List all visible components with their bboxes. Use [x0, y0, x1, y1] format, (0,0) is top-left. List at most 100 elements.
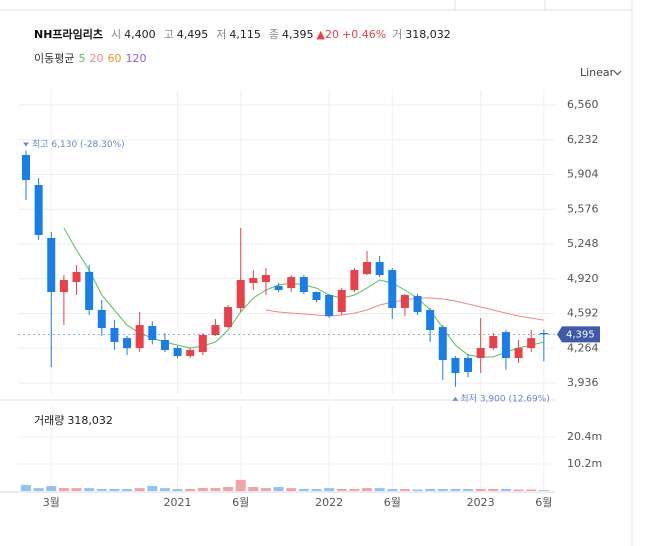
x-tick-label: 6월	[535, 496, 552, 509]
field-label: 저	[216, 28, 226, 41]
volume-bar	[260, 488, 271, 491]
y-tick-label: 4,264	[567, 341, 599, 354]
candle-body	[350, 270, 359, 290]
volume-bar	[134, 488, 145, 491]
candle-body	[72, 271, 81, 283]
volume-bar	[488, 488, 499, 491]
volume-bar	[526, 489, 537, 491]
volume-bar	[96, 488, 107, 491]
header: NH프라임리츠 시 4,400 고 4,495 저 4,115 종 4,395 ▲20 +0.46%…	[34, 27, 451, 41]
volume-bar	[273, 487, 284, 491]
x-tick-label: 2021	[164, 496, 192, 509]
volume-bar	[437, 488, 448, 491]
y-tick-label: 5,248	[567, 237, 599, 250]
candle-body	[363, 262, 372, 275]
price-tag	[557, 326, 600, 343]
min-annotation: 최저 3,900 (12.69%)	[460, 393, 549, 404]
candle-body	[85, 271, 94, 311]
volume-bar	[223, 487, 234, 491]
volume-title: 거래량 318,032	[34, 414, 113, 427]
candle-body	[274, 286, 283, 290]
candle-body	[22, 155, 30, 181]
max-marker	[23, 142, 29, 147]
volume-bar	[71, 488, 82, 491]
stock-name: NH프라임리츠	[34, 27, 103, 41]
volume-bar	[311, 488, 322, 491]
candle-body	[224, 307, 233, 328]
volume-bar	[425, 488, 436, 491]
candle-body	[59, 280, 68, 292]
candle-body	[375, 262, 384, 276]
legend-item: 120	[125, 52, 146, 65]
volume-bar	[248, 487, 259, 491]
volume-bar	[324, 488, 335, 491]
candle-body	[426, 310, 435, 331]
y-tick-label: 6,560	[567, 98, 599, 111]
candle-body	[249, 278, 258, 283]
field-label: 종	[269, 28, 279, 41]
volume-bar	[197, 488, 208, 491]
candle-body	[211, 325, 220, 336]
field-value: 4,495	[177, 28, 209, 41]
y-tick-label: 4,592	[567, 307, 599, 320]
candle-body	[539, 332, 548, 335]
volume-bar	[122, 488, 133, 491]
field-value: 4,400	[124, 28, 156, 41]
candle-body	[123, 338, 132, 349]
volume-tick-label: 20.4m	[567, 430, 602, 443]
x-tick-label: 6월	[384, 496, 401, 509]
volume-bar	[58, 488, 69, 491]
volume-bar	[387, 488, 398, 491]
candle-body	[97, 310, 106, 329]
candle-body	[160, 339, 169, 351]
field-value: 318,032	[405, 28, 451, 41]
volume-bar	[46, 485, 57, 491]
volume-bar	[84, 488, 95, 491]
scale-menu-label[interactable]: Linear	[580, 66, 615, 79]
candle-body	[198, 335, 207, 353]
volume-title-label: 거래량	[34, 414, 64, 427]
y-tick-label: 5,904	[567, 168, 599, 181]
volume-bar	[336, 488, 347, 491]
volume-bar	[210, 488, 221, 491]
volume-bar	[349, 488, 360, 491]
y-tick-label: 5,576	[567, 202, 599, 215]
candle-body	[514, 348, 523, 358]
candle-body	[476, 348, 485, 358]
y-tick-label: 4,920	[567, 272, 599, 285]
volume-bar	[362, 488, 373, 491]
candle-body	[464, 357, 473, 372]
volume-bar	[538, 490, 549, 491]
change: ▲20	[317, 28, 339, 41]
volume-bar	[286, 488, 297, 491]
legend-item: 60	[107, 52, 121, 65]
volume-bar	[500, 488, 511, 491]
volume-bar	[109, 488, 120, 491]
candle-body	[438, 327, 447, 361]
volume-bar	[475, 488, 486, 491]
candle-body	[148, 326, 157, 340]
legend-item: 20	[89, 52, 103, 65]
legend-title: 이동평균	[34, 52, 74, 65]
volume-bar	[450, 488, 461, 491]
candle-body	[135, 325, 144, 349]
volume-tick-label: 10.2m	[567, 457, 602, 470]
y-tick-label: 6,232	[567, 133, 599, 146]
candle-body	[337, 289, 346, 313]
max-annotation: 최고 6,130 (-28.30%)	[32, 139, 125, 150]
volume-bar	[147, 485, 158, 491]
volume-bar	[33, 488, 44, 491]
volume-bar	[463, 488, 474, 491]
x-tick-label: 6월	[232, 496, 249, 509]
scale-menu[interactable]: Linear	[580, 66, 622, 79]
chevron[interactable]	[613, 70, 622, 76]
volume-bar	[185, 488, 196, 491]
candle-body	[325, 294, 334, 317]
price-tag-label: 4,395	[566, 329, 595, 340]
y-tick-label: 3,936	[567, 376, 599, 389]
volume-bar	[159, 488, 170, 491]
candle-body	[186, 350, 195, 356]
field-value: 4,395	[282, 28, 314, 41]
candle-body	[388, 270, 397, 308]
